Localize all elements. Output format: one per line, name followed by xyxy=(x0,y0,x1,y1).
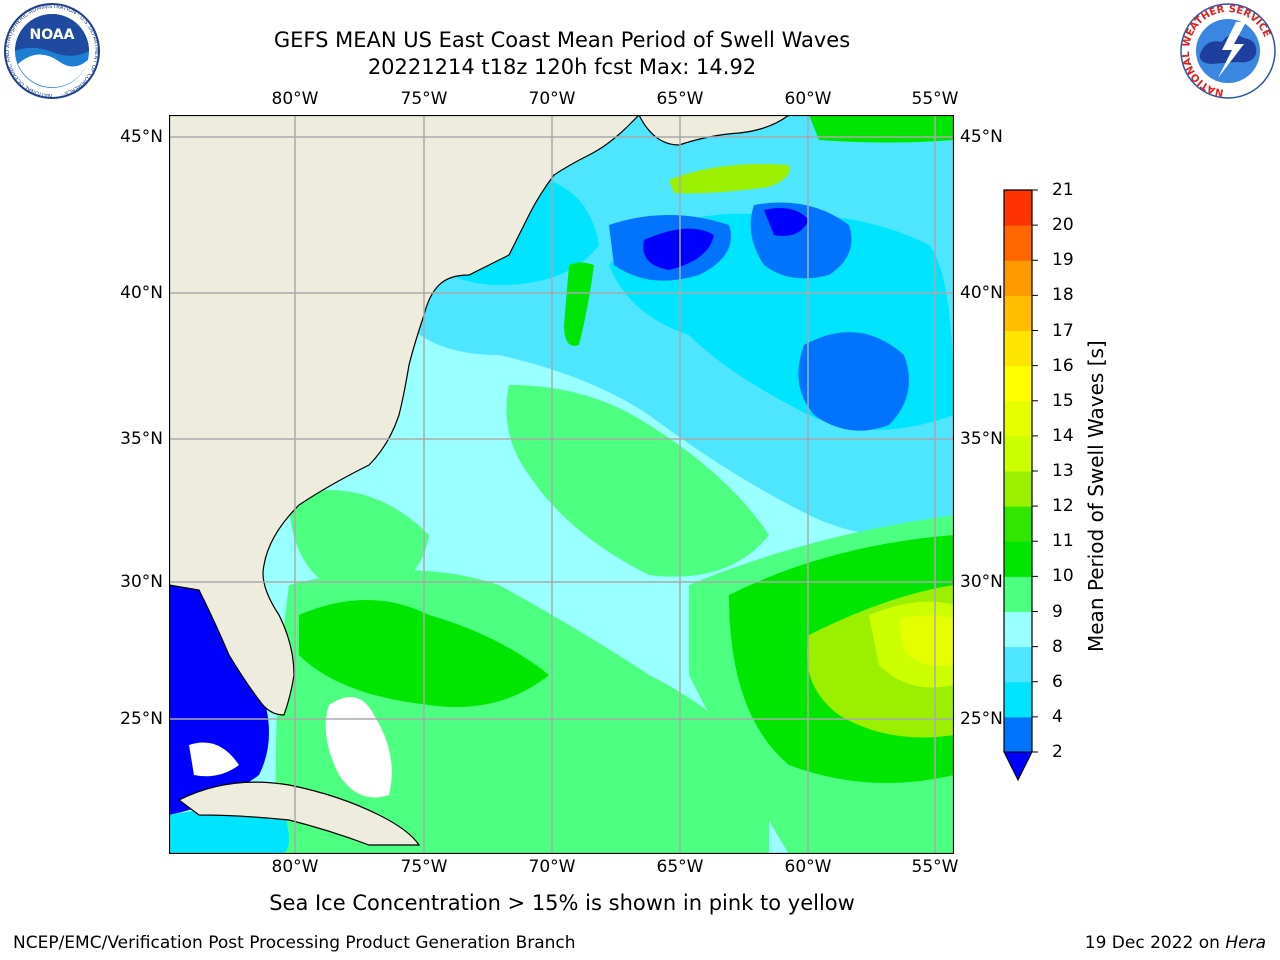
sea-ice-note: Sea Ice Concentration > 15% is shown in … xyxy=(269,891,855,915)
lon-label-top: 70°W xyxy=(528,89,576,109)
lat-label-left: 30°N xyxy=(120,572,163,592)
colorbar-level-label: 10 xyxy=(1052,566,1074,587)
colorbar-level-label: 8 xyxy=(1052,636,1063,657)
colorbar-level-label: 4 xyxy=(1052,706,1063,727)
colorbar-under-arrow xyxy=(1003,751,1033,782)
colorbar-level-label: 14 xyxy=(1052,425,1074,446)
map-title: GEFS MEAN US East Coast Mean Period of S… xyxy=(273,28,851,52)
lat-label-left: 35°N xyxy=(120,429,163,449)
colorbar-level-label: 16 xyxy=(1052,355,1074,376)
field-9-10-west xyxy=(289,490,429,595)
lon-label-bottom: 70°W xyxy=(528,857,576,877)
colorbar-level-label: 11 xyxy=(1052,531,1074,552)
lat-label-left: 40°N xyxy=(120,283,163,303)
footer-date: 19 Dec 2022 on Hera xyxy=(1085,933,1266,953)
colorbar-segment xyxy=(1004,506,1032,542)
colorbar-segment xyxy=(1004,365,1032,402)
field-gulfstream-a xyxy=(564,262,594,346)
colorbar-segment xyxy=(1004,681,1032,718)
field-gap-b xyxy=(325,697,392,798)
map-forecast-info: 20221214 t18z 120h fcst Max: 14.92 xyxy=(367,55,757,79)
lat-label-right: 35°N xyxy=(960,429,1003,449)
colorbar-level-label: 9 xyxy=(1052,601,1063,622)
footer-date-text: 19 Dec 2022 on xyxy=(1084,933,1226,953)
lon-label-top: 65°W xyxy=(656,89,704,109)
lon-label-top: 60°W xyxy=(784,89,832,109)
lat-label-right: 45°N xyxy=(960,127,1003,147)
colorbar-title: Mean Period of Swell Waves [s] xyxy=(1084,340,1108,652)
colorbar-level-label: 17 xyxy=(1052,320,1074,341)
colorbar-segment xyxy=(1004,541,1032,577)
colorbar-level-label: 18 xyxy=(1052,285,1074,306)
colorbar-segment xyxy=(1004,576,1032,612)
colorbar-level-label: 15 xyxy=(1052,390,1074,411)
colorbar-segment xyxy=(1004,646,1032,683)
lon-label-top: 75°W xyxy=(400,89,448,109)
land-cuba xyxy=(177,781,421,846)
lat-label-right: 25°N xyxy=(960,709,1003,729)
lat-label-left: 25°N xyxy=(120,709,163,729)
lat-label-left: 45°N xyxy=(120,127,163,147)
footer-system: Hera xyxy=(1225,933,1266,953)
lon-label-bottom: 75°W xyxy=(400,857,448,877)
field-core-b xyxy=(764,207,809,236)
colorbar xyxy=(1003,189,1038,782)
colorbar-segment xyxy=(1004,330,1032,367)
field-gap-a xyxy=(189,742,239,777)
map-panel xyxy=(169,115,954,854)
map-frame xyxy=(169,115,954,854)
field-gulfstream-c xyxy=(809,115,954,143)
colorbar-segment xyxy=(1004,471,1032,507)
colorbar-level-label: 2 xyxy=(1052,742,1063,762)
noaa-logo: NOAA NATIONAL OCEANIC AND ATMOSPHERIC AD… xyxy=(4,3,100,99)
colorbar-segment xyxy=(1004,611,1032,648)
swell-period-field xyxy=(169,115,954,854)
lon-label-bottom: 60°W xyxy=(784,857,832,877)
lon-label-top: 55°W xyxy=(911,89,959,109)
field-core-a xyxy=(643,228,714,270)
colorbar-segment xyxy=(1004,225,1032,261)
colorbar-level-label: 20 xyxy=(1052,215,1074,236)
nws-logo: NATIONAL WEATHER SERVICE xyxy=(1180,3,1276,99)
colorbar-level-label: 6 xyxy=(1052,671,1063,692)
colorbar-segment xyxy=(1004,400,1032,437)
field-gulfstream-b xyxy=(669,164,790,194)
field-14-15 xyxy=(899,615,954,666)
colorbar-segment xyxy=(1004,190,1032,226)
land-us-east xyxy=(169,115,640,716)
lon-label-bottom: 55°W xyxy=(911,857,959,877)
footer-credit: NCEP/EMC/Verification Post Processing Pr… xyxy=(13,933,576,953)
colorbar-level-label: 21 xyxy=(1052,180,1074,200)
lon-label-top: 80°W xyxy=(271,89,319,109)
colorbar-level-label: 19 xyxy=(1052,250,1074,271)
colorbar-segment xyxy=(1004,716,1032,753)
colorbar-level-label: 12 xyxy=(1052,496,1074,517)
colorbar-segment xyxy=(1004,260,1032,296)
lon-label-bottom: 65°W xyxy=(656,857,704,877)
field-2-4-c xyxy=(798,332,909,431)
colorbar-segment xyxy=(1004,295,1032,331)
noaa-logo-text: NOAA xyxy=(30,27,75,43)
lat-label-right: 30°N xyxy=(960,572,1003,592)
field-9-10-mid xyxy=(506,385,769,577)
colorbar-segment xyxy=(1004,435,1032,472)
colorbar-level-label: 13 xyxy=(1052,461,1074,481)
lon-label-bottom: 80°W xyxy=(271,857,319,877)
lat-label-right: 40°N xyxy=(960,283,1003,303)
lat-lon-grid xyxy=(169,115,954,854)
